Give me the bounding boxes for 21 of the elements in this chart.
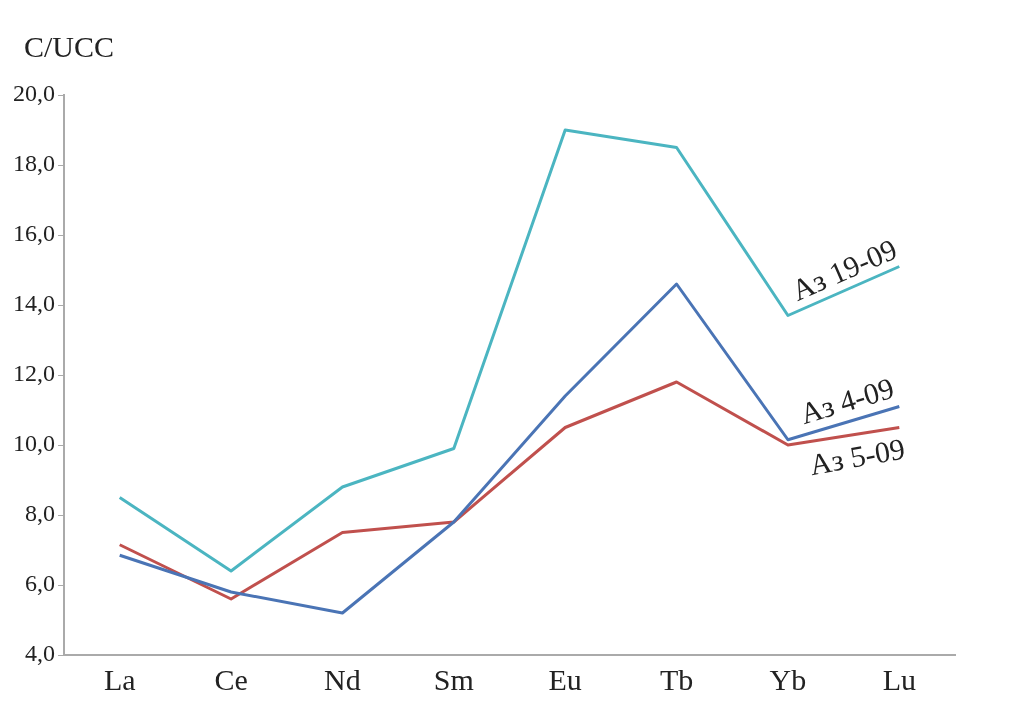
y-tick-label: 4,0 xyxy=(25,640,55,667)
x-tick-label: La xyxy=(103,662,136,696)
x-tick-label: Yb xyxy=(769,662,807,696)
y-tick-label: 18,0 xyxy=(13,150,55,177)
text: Аз 5-09 xyxy=(807,431,908,482)
y-tick-label: 12,0 xyxy=(13,360,55,387)
text: Аз 4-09 xyxy=(796,370,898,431)
y-tick-label: 14,0 xyxy=(13,290,55,317)
y-axis-title: C/UCC xyxy=(24,30,115,64)
y-tick-label: 6,0 xyxy=(25,570,55,597)
text: Аз 19-09 xyxy=(786,231,902,307)
y-tick-label: 16,0 xyxy=(13,220,55,247)
x-tick-label: Sm xyxy=(433,662,474,696)
y-tick-label: 8,0 xyxy=(25,500,55,527)
x-tick-label: Lu xyxy=(882,662,916,696)
x-tick-label: Eu xyxy=(548,662,582,696)
x-tick-label: Tb xyxy=(659,662,694,696)
y-tick-label: 20,0 xyxy=(13,80,55,107)
y-tick-label: 10,0 xyxy=(13,430,55,457)
x-tick-label: Nd xyxy=(324,662,361,696)
x-tick-label: Ce xyxy=(214,662,248,696)
